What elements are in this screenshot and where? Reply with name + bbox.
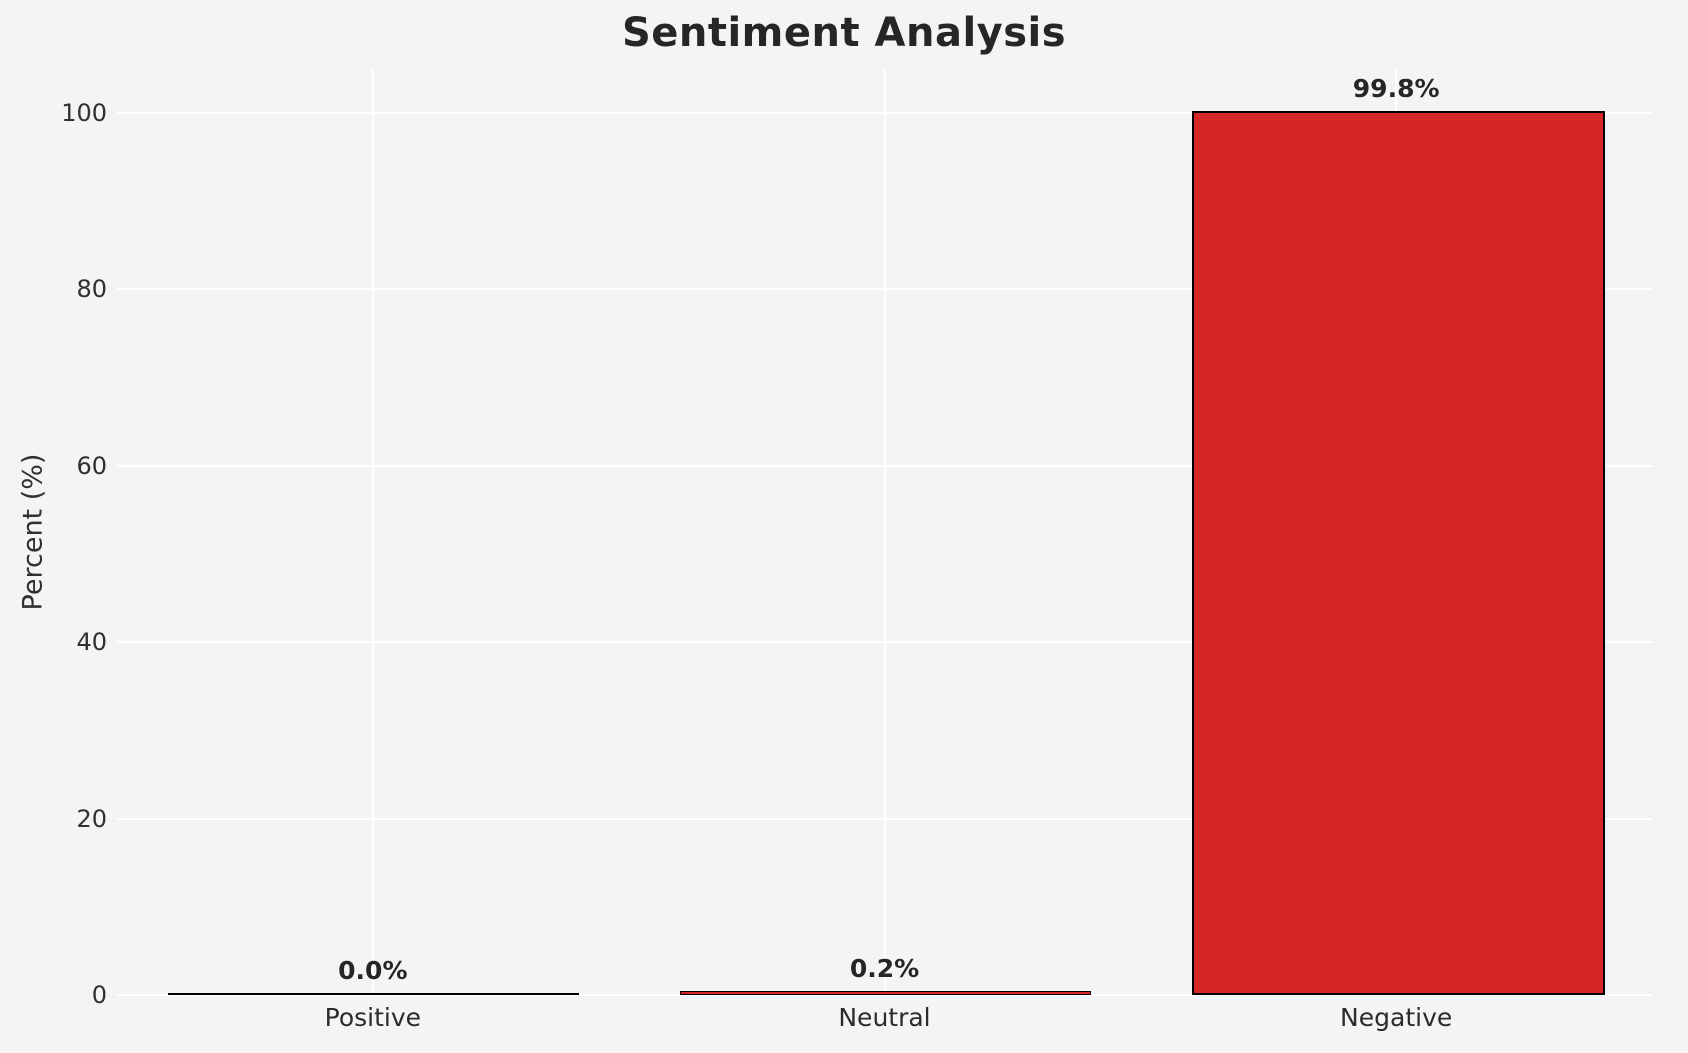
y-tick-label-20: 20 xyxy=(76,804,107,833)
plot-area: 0.0% 0.2% 99.8% xyxy=(117,69,1652,996)
h-gridline-0 xyxy=(117,994,1652,996)
x-tick-label-neutral: Neutral xyxy=(838,1003,931,1032)
bar-neutral xyxy=(679,991,1092,995)
value-label-negative: 99.8% xyxy=(1352,73,1440,103)
y-tick-label-60: 60 xyxy=(76,451,107,480)
bar-positive xyxy=(168,993,580,995)
value-label-neutral: 0.2% xyxy=(849,954,920,984)
bar-negative xyxy=(1191,110,1605,995)
y-tick-label-0: 0 xyxy=(91,981,107,1009)
y-tick-label-100: 100 xyxy=(61,99,107,127)
y-tick-label-80: 80 xyxy=(76,275,107,304)
y-tick-label-40: 40 xyxy=(76,628,107,657)
x-tick-label-positive: Positive xyxy=(324,1003,422,1032)
value-label-positive: 0.0% xyxy=(338,956,408,985)
v-gridline-positive xyxy=(371,69,374,995)
chart-title: Sentiment Analysis xyxy=(621,10,1067,56)
v-gridline-neutral xyxy=(883,69,886,995)
x-tick-label-negative: Negative xyxy=(1340,1003,1453,1032)
